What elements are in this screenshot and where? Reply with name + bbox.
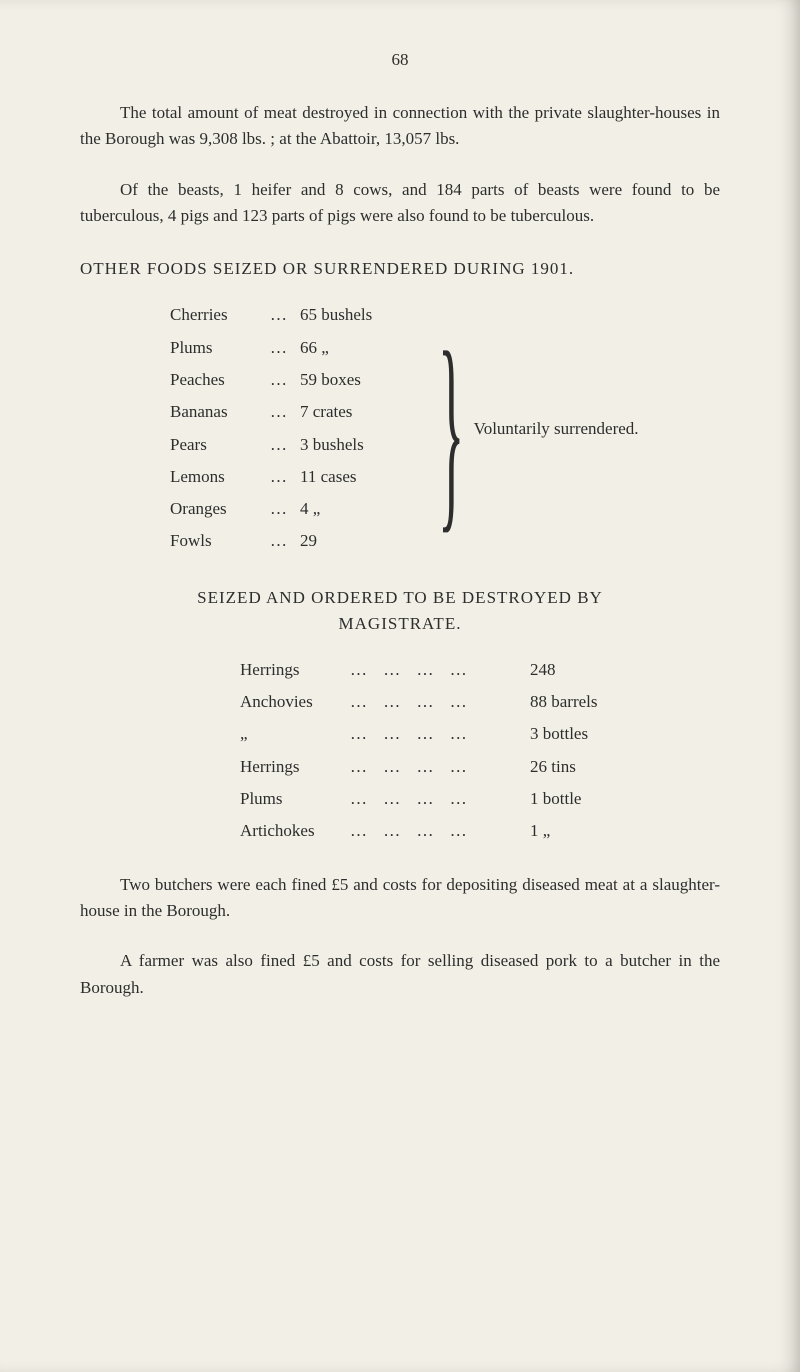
heading-seized-ordered: SEIZED AND ORDERED TO BE DESTROYED BY [80, 588, 720, 608]
food-dots: … [270, 429, 300, 461]
food-qty: 59 boxes [300, 364, 430, 396]
d-dots: … … … … [350, 686, 530, 718]
food-dots: … [270, 299, 300, 331]
food-row: Pears … 3 bushels [170, 429, 430, 461]
document-page: 68 The total amount of meat destroyed in… [0, 0, 800, 1372]
d-dots: … … … … [350, 718, 530, 750]
food-name: Plums [170, 332, 270, 364]
paragraph-4: A farmer was also fined £5 and costs for… [80, 948, 720, 1001]
d-dots: … … … … [350, 783, 530, 815]
food-qty: 11 cases [300, 461, 430, 493]
food-row: Oranges … 4 „ [170, 493, 430, 525]
paragraph-2: Of the beasts, 1 heifer and 8 cows, and … [80, 177, 720, 230]
d-val: 248 [530, 654, 670, 686]
food-name: Fowls [170, 525, 270, 557]
food-qty: 3 bushels [300, 429, 430, 461]
d-val: 3 bottles [530, 718, 670, 750]
food-name: Lemons [170, 461, 270, 493]
food-dots: … [270, 332, 300, 364]
food-name: Bananas [170, 396, 270, 428]
food-row: Bananas … 7 crates [170, 396, 430, 428]
destroyed-row: Herrings … … … … 248 [240, 654, 720, 686]
destroyed-row: „ … … … … 3 bottles [240, 718, 720, 750]
d-val: 88 barrels [530, 686, 670, 718]
destroyed-row: Plums … … … … 1 bottle [240, 783, 720, 815]
food-dots: … [270, 493, 300, 525]
food-row: Peaches … 59 boxes [170, 364, 430, 396]
food-name: Peaches [170, 364, 270, 396]
destroyed-row: Herrings … … … … 26 tins [240, 751, 720, 783]
food-row: Cherries … 65 bushels [170, 299, 430, 331]
foods-seized-block: Cherries … 65 bushels Plums … 66 „ Peach… [170, 299, 720, 557]
d-name: Artichokes [240, 815, 350, 847]
d-name: Herrings [240, 654, 350, 686]
food-dots: … [270, 396, 300, 428]
d-dots: … … … … [350, 751, 530, 783]
food-dots: … [270, 364, 300, 396]
d-name: „ [240, 718, 350, 750]
d-dots: … … … … [350, 654, 530, 686]
heading-other-foods: OTHER FOODS SEIZED OR SURRENDERED DURING… [80, 259, 720, 279]
food-qty: 29 [300, 525, 430, 557]
d-dots: … … … … [350, 815, 530, 847]
destroyed-list: Herrings … … … … 248 Anchovies … … … … 8… [240, 654, 720, 848]
page-number: 68 [80, 50, 720, 70]
paragraph-3: Two butchers were each fined £5 and cost… [80, 872, 720, 925]
d-name: Anchovies [240, 686, 350, 718]
d-val: 26 tins [530, 751, 670, 783]
food-name: Cherries [170, 299, 270, 331]
foods-list: Cherries … 65 bushels Plums … 66 „ Peach… [170, 299, 430, 557]
food-qty: 7 crates [300, 396, 430, 428]
d-name: Herrings [240, 751, 350, 783]
destroyed-row: Anchovies … … … … 88 barrels [240, 686, 720, 718]
food-dots: … [270, 525, 300, 557]
food-name: Pears [170, 429, 270, 461]
voluntarily-text: Voluntarily surrendered. [474, 419, 639, 439]
brace-column: } Voluntarily surrendered. [438, 352, 639, 506]
food-dots: … [270, 461, 300, 493]
food-qty: 65 bushels [300, 299, 430, 331]
food-row: Lemons … 11 cases [170, 461, 430, 493]
d-name: Plums [240, 783, 350, 815]
food-name: Oranges [170, 493, 270, 525]
d-val: 1 bottle [530, 783, 670, 815]
food-qty: 4 „ [300, 493, 430, 525]
d-val: 1 „ [530, 815, 670, 847]
destroyed-row: Artichokes … … … … 1 „ [240, 815, 720, 847]
paragraph-1: The total amount of meat destroyed in co… [80, 100, 720, 153]
heading-magistrate: MAGISTRATE. [80, 614, 720, 634]
food-row: Fowls … 29 [170, 525, 430, 557]
curly-brace-icon: } [438, 352, 464, 506]
food-row: Plums … 66 „ [170, 332, 430, 364]
food-qty: 66 „ [300, 332, 430, 364]
